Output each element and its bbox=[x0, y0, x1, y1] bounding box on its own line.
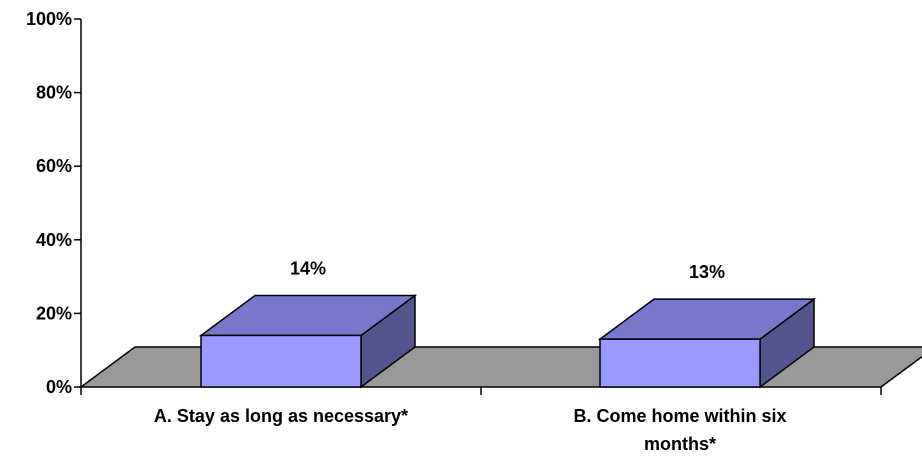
y-tick-label: 20% bbox=[36, 303, 72, 323]
x-category-label: months* bbox=[644, 434, 716, 454]
y-tick-label: 0% bbox=[46, 377, 72, 397]
x-category-label: A. Stay as long as necessary* bbox=[154, 406, 408, 426]
data-label: 14% bbox=[290, 258, 326, 278]
bar-front bbox=[599, 338, 761, 388]
y-tick-label: 60% bbox=[36, 156, 72, 176]
y-tick-label: 40% bbox=[36, 230, 72, 250]
bar bbox=[597, 297, 817, 389]
y-tick-label: 100% bbox=[26, 9, 72, 29]
x-category-label: B. Come home within six bbox=[573, 406, 786, 426]
y-tick-label: 80% bbox=[36, 83, 72, 103]
bar bbox=[198, 293, 418, 389]
data-label: 13% bbox=[689, 262, 725, 282]
bar-front bbox=[200, 334, 362, 388]
